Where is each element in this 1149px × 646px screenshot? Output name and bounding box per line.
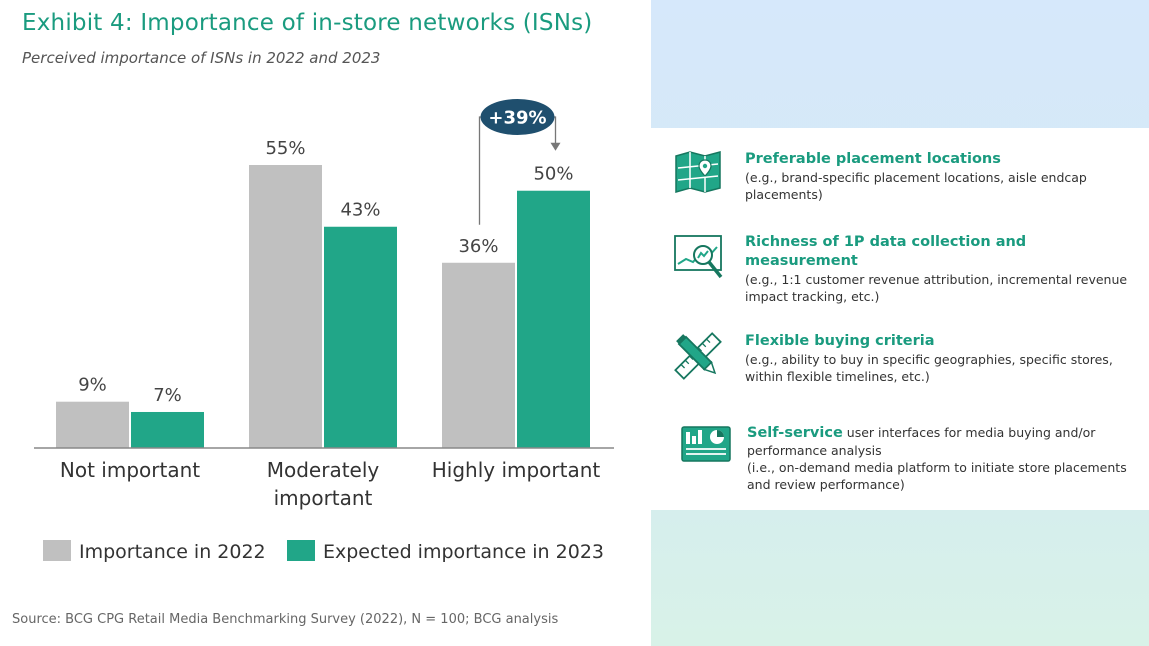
data-label: 36% bbox=[458, 236, 498, 257]
callout-badge bbox=[480, 99, 555, 135]
feature-body: (e.g., 1:1 customer revenue attribution,… bbox=[745, 272, 1128, 304]
source-note: Source: BCG CPG Retail Media Benchmarkin… bbox=[12, 612, 559, 627]
features-card bbox=[651, 128, 1149, 510]
callout-arrowhead bbox=[550, 142, 561, 151]
legend-swatch-2022 bbox=[43, 540, 71, 561]
data-label: 50% bbox=[533, 164, 573, 185]
bar-2023-0 bbox=[131, 411, 204, 448]
legend-label: Importance in 2022 bbox=[79, 541, 266, 563]
bar-2022-0 bbox=[56, 401, 129, 448]
legend-label: Expected importance in 2023 bbox=[323, 541, 604, 563]
chart-subtitle: Perceived importance of ISNs in 2022 and… bbox=[22, 49, 381, 67]
dashboard-screen-icon bbox=[681, 424, 735, 468]
data-label: 7% bbox=[153, 385, 182, 406]
feature-heading-line: Self-service user interfaces for media b… bbox=[747, 424, 1132, 459]
feature-heading: Richness of 1P data collection and measu… bbox=[745, 234, 1027, 269]
legend-swatch-2023 bbox=[287, 540, 315, 561]
feature-heading: Self-service bbox=[747, 425, 843, 441]
bar-2023-1 bbox=[324, 226, 397, 448]
feature-heading-suffix: user interfaces for media buying and/or … bbox=[747, 425, 1096, 458]
pencil-ruler-icon bbox=[673, 332, 727, 380]
bar-2023-2 bbox=[517, 190, 590, 448]
feature-body: (e.g., brand-specific placement location… bbox=[745, 170, 1087, 202]
category-label: Highly important bbox=[432, 458, 601, 482]
bar-2022-2 bbox=[442, 262, 515, 448]
data-label: 43% bbox=[340, 200, 380, 221]
data-label: 9% bbox=[78, 375, 107, 396]
callout-label: +39% bbox=[488, 108, 546, 129]
bar-2022-1 bbox=[249, 165, 322, 448]
feature-heading: Preferable placement locations bbox=[745, 151, 1001, 167]
chart-title: Exhibit 4: Importance of in-store networ… bbox=[22, 10, 593, 36]
map-icon bbox=[673, 150, 727, 194]
category-label: Moderately bbox=[267, 458, 380, 482]
category-label: important bbox=[274, 486, 373, 510]
feature-body: (i.e., on-demand media platform to initi… bbox=[747, 460, 1127, 492]
data-label: 55% bbox=[265, 138, 305, 159]
feature-body: (e.g., ability to buy in specific geogra… bbox=[745, 352, 1113, 384]
category-label: Not important bbox=[60, 458, 200, 482]
feature-heading: Flexible buying criteria bbox=[745, 333, 935, 349]
bar-chart: 9% 55% 36% 7% 43% 50% Not important Moderately i… bbox=[34, 99, 614, 563]
magnifier-chart-icon bbox=[673, 233, 727, 279]
